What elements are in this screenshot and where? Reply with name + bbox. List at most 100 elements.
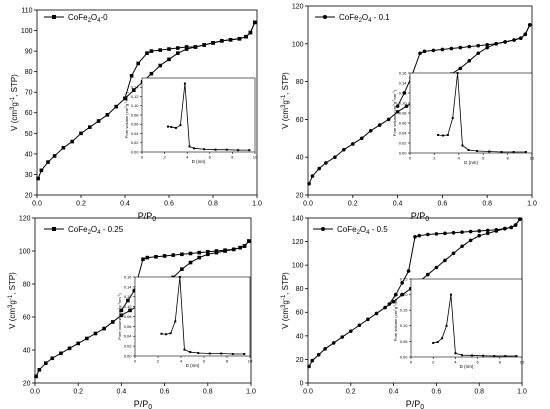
desorption-point	[244, 34, 248, 39]
desorption-point	[176, 46, 180, 50]
desorption-point	[211, 41, 215, 45]
inset-background	[411, 279, 522, 357]
inset-y-axis-label: Pore volume (cm3g-1nm-1)	[117, 293, 123, 340]
inset-point	[208, 352, 211, 355]
inset-point	[451, 117, 454, 119]
desorption-point	[449, 46, 454, 51]
y-tick-label: 50	[25, 131, 33, 138]
adsorption-point	[128, 308, 132, 313]
x-tick-label: 0.4	[117, 389, 127, 396]
y-tick-label: 120	[19, 215, 31, 222]
inset-point	[225, 148, 228, 151]
y-tick-label: 40	[296, 333, 304, 340]
inset-x-tick-label: 10	[253, 155, 258, 160]
inset-x-axis-label: D (nm)	[464, 160, 478, 165]
x-tick-label: 0.0	[303, 201, 313, 208]
inset-point	[188, 145, 191, 148]
inset-y-tick-label: 0.04	[131, 131, 140, 136]
inset-x-tick-label: 6	[209, 155, 212, 160]
inset-y-tick-label: 0.10	[399, 100, 408, 105]
desorption-point	[426, 232, 430, 237]
inset-point	[174, 126, 177, 129]
y-tick-label: 100	[21, 28, 33, 35]
adsorption-point	[197, 255, 201, 260]
y-tick-label: 70	[25, 90, 33, 97]
desorption-point	[206, 250, 210, 254]
inset-point	[174, 320, 177, 323]
adsorption-point	[310, 358, 315, 363]
desorption-point	[485, 228, 490, 233]
desorption-point	[519, 36, 523, 40]
desorption-point	[188, 251, 193, 256]
y-tick-label: 40	[25, 151, 33, 158]
inset-point	[231, 353, 234, 356]
desorption-point	[145, 255, 150, 260]
legend-marker	[52, 227, 56, 231]
inset-y-tick-label: 0.00	[124, 353, 133, 358]
adsorption-point	[76, 341, 80, 346]
inset-y-tick-label: 0.14	[124, 284, 133, 289]
inset-y-tick-label: 0.20	[400, 292, 409, 297]
adsorption-point	[383, 305, 387, 310]
inset-y-tick-label: 0.14	[399, 80, 408, 85]
inset-y-axis-label: Pore volume (cm3g-1nm-1)	[124, 91, 130, 138]
adsorption-point	[476, 51, 481, 56]
y-tick-label: 60	[296, 310, 304, 317]
inset-point	[170, 126, 173, 129]
inset-y-tick-label: 0.08	[124, 314, 133, 319]
adsorption-point	[404, 104, 409, 108]
y-tick-label: 120	[292, 239, 304, 246]
adsorption-point	[44, 361, 48, 365]
desorption-point	[443, 231, 447, 236]
inset-x-tick-label: 8	[226, 359, 229, 364]
y-axis-label: V (cm3g-1, STP)	[10, 74, 19, 131]
adsorption-point	[61, 145, 66, 150]
y-tick-label: 80	[25, 69, 33, 76]
adsorption-point	[39, 168, 44, 173]
inset-point	[441, 337, 444, 340]
inset-y-tick-label: 0.14	[131, 85, 140, 90]
inset-background	[135, 277, 250, 356]
desorption-point	[413, 235, 417, 239]
inset-point	[515, 355, 518, 358]
adsorption-point	[324, 161, 328, 165]
adsorption-point	[458, 66, 463, 71]
desorption-point	[214, 249, 219, 253]
inset-point	[461, 144, 464, 147]
y-tick-label: 60	[296, 117, 304, 124]
desorption-point	[402, 91, 407, 95]
inset: 0 2 4 6 8 10 0.00 0.02 0.04 0.06 0.08 0.10 0.12 0.14 D…	[124, 77, 258, 164]
desorption-point	[485, 42, 490, 47]
desorption-point	[231, 247, 236, 252]
y-tick-label: 100	[292, 41, 304, 48]
desorption-point	[395, 104, 400, 108]
desorption-point	[238, 245, 242, 250]
x-axis-label: P/P0	[411, 211, 430, 223]
inset-point	[220, 352, 223, 355]
x-tick-label: 0.0	[303, 389, 313, 396]
adsorption-point	[485, 231, 490, 236]
legend-label: CoFe2O4-0	[68, 13, 108, 24]
desorption-point	[248, 30, 253, 35]
x-tick-label: 0.2	[346, 389, 356, 396]
adsorption-point	[333, 155, 337, 159]
desorption-point	[180, 252, 184, 257]
inset-point	[237, 149, 240, 152]
x-tick-label: 1.0	[527, 201, 537, 208]
desorption-point	[467, 44, 472, 49]
desorption-point	[202, 43, 206, 47]
inset-background	[410, 73, 532, 153]
inset-x-tick-label: 8	[499, 360, 502, 365]
inset-y-tick-label: 0.04	[399, 130, 408, 135]
desorption-point	[503, 226, 507, 231]
inset-x-axis-label: D (nm)	[186, 363, 200, 368]
inset-x-tick-label: 4	[180, 359, 183, 364]
y-tick-label: 60	[23, 314, 31, 321]
inset-point	[454, 352, 457, 355]
adsorption-point	[119, 313, 124, 318]
x-tick-label: 1.0	[246, 389, 256, 396]
desorption-point	[129, 73, 134, 78]
inset-x-tick-label: 0	[141, 155, 144, 160]
legend: CoFe2O4 - 0.5	[313, 225, 388, 236]
adsorption-point	[70, 139, 74, 144]
